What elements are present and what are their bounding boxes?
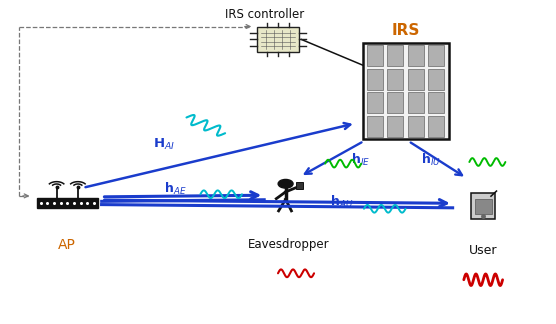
Bar bbox=[296, 182, 302, 189]
Bar bbox=[388, 92, 403, 113]
Bar bbox=[408, 92, 424, 113]
Bar bbox=[428, 45, 444, 66]
Text: AP: AP bbox=[58, 238, 76, 252]
Text: $\mathbf{h}_{IE}$: $\mathbf{h}_{IE}$ bbox=[350, 152, 370, 168]
Bar bbox=[257, 27, 299, 52]
Text: Eavesdropper: Eavesdropper bbox=[249, 238, 330, 251]
Bar bbox=[388, 69, 403, 90]
Circle shape bbox=[278, 179, 293, 188]
Text: $\mathbf{h}_{AE}$: $\mathbf{h}_{AE}$ bbox=[164, 181, 187, 197]
Bar bbox=[367, 69, 383, 90]
Bar bbox=[37, 198, 98, 208]
Bar bbox=[428, 69, 444, 90]
Bar bbox=[388, 116, 403, 137]
Bar bbox=[388, 45, 403, 66]
Text: IRS: IRS bbox=[391, 23, 420, 38]
Text: $\mathbf{H}_{AI}$: $\mathbf{H}_{AI}$ bbox=[153, 137, 175, 152]
Bar bbox=[475, 200, 492, 214]
Bar bbox=[428, 116, 444, 137]
Bar bbox=[428, 92, 444, 113]
Bar bbox=[367, 45, 383, 66]
Bar bbox=[408, 69, 424, 90]
Text: IRS controller: IRS controller bbox=[225, 8, 304, 21]
Text: $\mathbf{h}_{AU}$: $\mathbf{h}_{AU}$ bbox=[330, 194, 354, 210]
Text: User: User bbox=[469, 244, 498, 257]
Bar bbox=[471, 193, 495, 219]
Bar bbox=[408, 116, 424, 137]
Text: $\mathbf{h}_{IU}$: $\mathbf{h}_{IU}$ bbox=[420, 152, 440, 168]
Bar bbox=[363, 43, 449, 139]
Bar bbox=[367, 92, 383, 113]
Bar bbox=[367, 116, 383, 137]
Bar bbox=[408, 45, 424, 66]
